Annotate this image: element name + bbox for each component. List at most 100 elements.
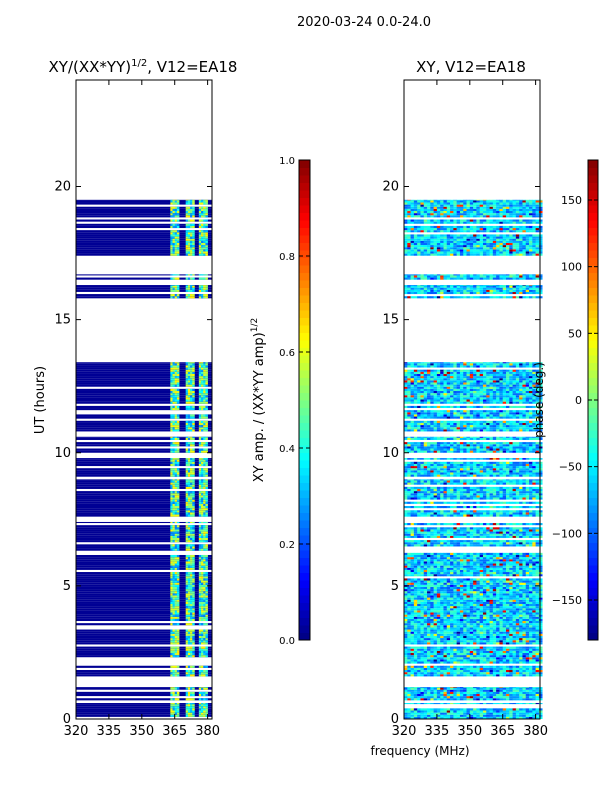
- amplitude-cell: [176, 618, 180, 622]
- amplitude-cell: [187, 382, 191, 385]
- phase-cell: [502, 661, 507, 664]
- phase-cell: [525, 580, 530, 583]
- phase-cell: [509, 593, 513, 596]
- amplitude-cell: [174, 612, 178, 615]
- amplitude-cell: [203, 493, 206, 496]
- phase-cell: [482, 578, 487, 581]
- phase-cell: [522, 635, 527, 639]
- amplitude-cell: [174, 674, 178, 677]
- amplitude-cell: [185, 714, 189, 717]
- heatmap-row: [76, 206, 212, 209]
- amplitude-cell: [205, 616, 208, 619]
- amplitude-cell: [192, 599, 195, 602]
- amplitude-cell: [190, 531, 193, 534]
- heatmap-row: [76, 202, 212, 205]
- phase-cell: [456, 618, 461, 622]
- amplitude-cell: [185, 448, 189, 451]
- amplitude-cell: [172, 296, 176, 299]
- amplitude-cell: [205, 497, 208, 500]
- phase-cell: [486, 687, 490, 688]
- phase-cell: [430, 589, 434, 592]
- amplitude-cell: [176, 691, 180, 694]
- amplitude-cell: [201, 495, 204, 498]
- amplitude-cell: [192, 601, 195, 604]
- phase-cell: [482, 708, 487, 711]
- phase-cell: [486, 584, 490, 587]
- phase-cell: [463, 693, 467, 697]
- phase-cell: [476, 661, 480, 664]
- phase-cell: [407, 582, 411, 585]
- phase-cell: [486, 652, 490, 656]
- phase-cell: [450, 580, 454, 583]
- amplitude-cell: [174, 618, 178, 622]
- amplitude-cell: [201, 574, 204, 577]
- phase-cell: [476, 623, 480, 626]
- phase-cell: [532, 657, 536, 660]
- phase-cell: [486, 601, 490, 604]
- phase-cell: [499, 638, 504, 641]
- phase-cell: [440, 569, 444, 573]
- phase-cell: [525, 696, 530, 699]
- amplitude-cell: [185, 427, 189, 430]
- phase-cell: [519, 597, 523, 600]
- phase-cell: [427, 665, 431, 668]
- phase-cell: [506, 633, 510, 636]
- phase-cell: [407, 580, 411, 583]
- amplitude-cell: [185, 382, 189, 385]
- phase-cell: [532, 629, 536, 632]
- phase-cell: [450, 618, 454, 622]
- amplitude-cell: [190, 461, 193, 464]
- amplitude-cell: [198, 223, 202, 226]
- phase-cell: [486, 646, 490, 649]
- amplitude-cell: [185, 422, 189, 426]
- heatmap-row: [76, 223, 212, 226]
- amplitude-cell: [192, 247, 195, 250]
- phase-cell: [413, 614, 418, 617]
- amplitude-cell: [205, 565, 208, 568]
- colorbar-segment: [299, 370, 310, 378]
- phase-cell: [502, 689, 507, 692]
- colorbar-segment: [299, 580, 310, 588]
- phase-cell: [430, 601, 434, 604]
- amplitude-cell: [192, 529, 195, 532]
- phase-cell: [407, 674, 411, 677]
- amplitude-cell: [174, 480, 178, 483]
- phase-cell: [427, 586, 431, 590]
- amplitude-cell: [174, 589, 178, 592]
- amplitude-cell: [192, 230, 195, 233]
- phase-cell: [482, 616, 487, 619]
- phase-cell: [492, 670, 497, 673]
- amplitude-cell: [201, 289, 204, 292]
- phase-cell: [529, 606, 533, 609]
- heatmap-row: [76, 633, 212, 636]
- phase-cell: [407, 655, 411, 658]
- phase-cell: [532, 599, 536, 602]
- amplitude-cell: [198, 215, 202, 218]
- phase-cell: [404, 703, 408, 705]
- amplitude-cell: [174, 442, 178, 445]
- phase-cell: [473, 674, 477, 677]
- amplitude-cell: [203, 470, 206, 473]
- amplitude-cell: [190, 537, 193, 541]
- phase-cell: [440, 689, 444, 692]
- phase-cell: [538, 687, 543, 688]
- phase-cell: [407, 693, 411, 697]
- amplitude-cell: [201, 242, 204, 246]
- amplitude-cell: [185, 242, 189, 246]
- phase-cell: [509, 618, 513, 622]
- amplitude-cell: [198, 586, 202, 590]
- phase-cell: [463, 691, 467, 694]
- amplitude-cell: [174, 482, 178, 485]
- heatmap-row: [76, 380, 212, 383]
- colorbar-tick-label: 1.0: [279, 156, 295, 167]
- phase-cell: [436, 623, 441, 626]
- amplitude-cell-background: [76, 648, 212, 651]
- phase-cell: [469, 667, 474, 671]
- phase-cell: [420, 627, 425, 630]
- phase-cell: [496, 652, 500, 656]
- amplitude-cell: [174, 616, 178, 619]
- phase-cell: [522, 582, 527, 585]
- phase-cell: [459, 655, 464, 658]
- amplitude-cell: [192, 448, 195, 451]
- phase-cell: [450, 593, 454, 596]
